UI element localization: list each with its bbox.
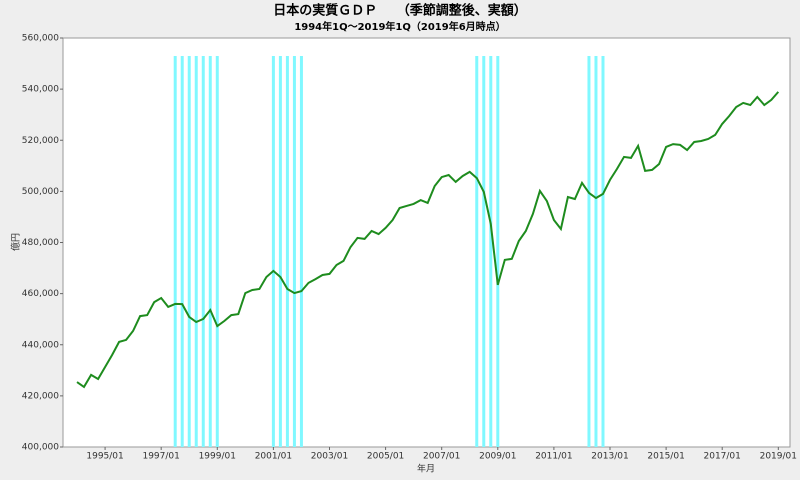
plot-area (62, 37, 791, 448)
chart-subtitle: 1994年1Q～2019年1Q（2019年6月時点） (294, 20, 505, 33)
y-tick-label: 540,000 (22, 85, 59, 95)
x-tick-label: 2007/01 (423, 452, 460, 462)
x-tick-label: 2001/01 (255, 452, 292, 462)
x-tick-label: 2003/01 (311, 452, 348, 462)
chart-title: 日本の実質ＧＤＰ （季節調整後、実額） (273, 3, 527, 19)
x-tick-label: 2017/01 (704, 452, 741, 462)
x-tick-label: 2015/01 (647, 452, 684, 462)
x-tick-label: 1995/01 (86, 452, 123, 462)
y-tick-label: 400,000 (22, 443, 59, 453)
y-tick-label: 440,000 (22, 340, 59, 350)
y-axis-label: 億円 (10, 233, 22, 251)
x-tick-label: 2005/01 (367, 452, 404, 462)
x-tick-label: 1997/01 (142, 452, 179, 462)
y-tick-label: 520,000 (22, 136, 59, 146)
x-tick-label: 2019/01 (760, 452, 797, 462)
y-tick-label: 480,000 (22, 238, 59, 248)
x-tick-label: 2011/01 (535, 452, 572, 462)
y-tick-label: 460,000 (22, 289, 59, 299)
y-tick-label: 500,000 (22, 187, 59, 197)
x-tick-label: 1999/01 (199, 452, 236, 462)
x-tick-label: 2009/01 (479, 452, 516, 462)
x-tick-label: 2013/01 (591, 452, 628, 462)
data-line (76, 91, 780, 389)
y-tick-label: 560,000 (22, 34, 59, 44)
y-tick-label: 420,000 (22, 391, 59, 401)
x-axis-label: 年月 (417, 463, 435, 475)
